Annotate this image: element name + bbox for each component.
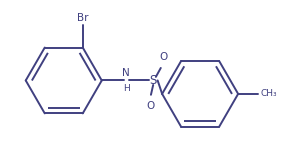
Text: Br: Br [77, 13, 89, 23]
Text: N: N [122, 68, 130, 78]
Text: S: S [149, 74, 157, 87]
Text: H: H [123, 84, 130, 93]
Text: O: O [147, 101, 155, 111]
Text: CH₃: CH₃ [260, 89, 277, 98]
Text: O: O [159, 52, 167, 62]
